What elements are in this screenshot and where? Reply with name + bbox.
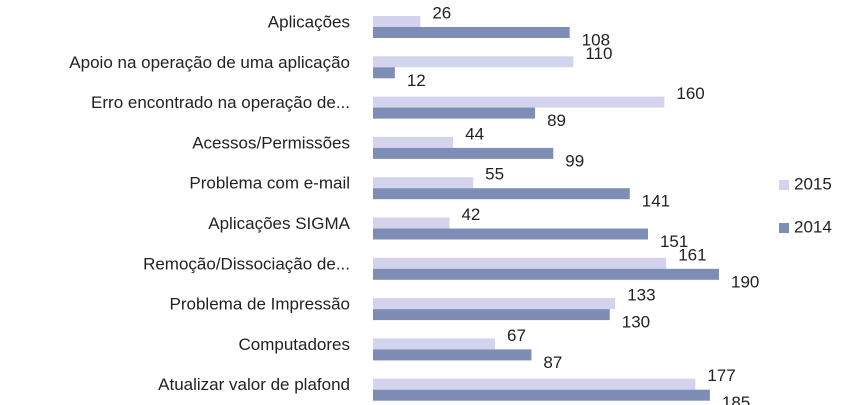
bar <box>373 177 474 189</box>
bar <box>373 389 710 401</box>
value-label: 151 <box>660 232 688 251</box>
bar <box>373 349 532 361</box>
value-label: 110 <box>585 44 612 63</box>
bar <box>373 378 696 390</box>
value-label: 161 <box>678 245 706 264</box>
category-label: Apoio na operação de uma aplicação <box>69 53 350 72</box>
bar <box>373 188 630 200</box>
value-label: 177 <box>707 366 735 385</box>
bar <box>373 338 496 350</box>
value-label: 26 <box>432 3 451 22</box>
value-label: 190 <box>731 272 759 291</box>
bar <box>373 228 648 240</box>
value-label: 108 <box>582 30 610 49</box>
value-label: 89 <box>547 111 566 130</box>
bar <box>373 27 570 38</box>
category-label: Aplicações <box>268 12 350 31</box>
bar <box>373 56 574 68</box>
legend-label: 2015 <box>794 174 832 193</box>
bar <box>373 16 421 27</box>
category-label: Problema com e-mail <box>189 174 350 193</box>
legend-label: 2014 <box>794 217 832 236</box>
category-label: Computadores <box>238 335 350 354</box>
bar <box>373 96 665 108</box>
value-label: 67 <box>507 326 526 345</box>
value-label: 55 <box>485 165 504 184</box>
bar <box>373 136 454 148</box>
value-label: 160 <box>676 84 704 103</box>
value-label: 130 <box>622 313 650 332</box>
bar <box>373 309 610 321</box>
bar <box>373 217 450 229</box>
value-label: 141 <box>642 192 670 211</box>
bar <box>373 298 616 310</box>
value-label: 99 <box>565 151 584 170</box>
legend-swatch <box>779 223 789 233</box>
category-label: Atualizar valor de plafond <box>158 375 350 394</box>
category-label: Erro encontrado na operação de... <box>91 93 350 112</box>
value-label: 133 <box>627 286 655 305</box>
bar <box>373 257 667 269</box>
bar <box>373 147 554 159</box>
category-label: Remoção/Dissociação de... <box>143 254 350 273</box>
value-label: 44 <box>465 124 484 143</box>
category-label: Problema de Impressão <box>170 295 350 314</box>
value-label: 12 <box>407 71 426 90</box>
legend-swatch <box>779 180 789 190</box>
bar <box>373 268 719 280</box>
bar <box>373 107 536 119</box>
value-label: 185 <box>722 393 750 405</box>
category-label: Acessos/Permissões <box>192 133 350 152</box>
value-label: 42 <box>461 205 480 224</box>
value-label: 87 <box>543 353 562 372</box>
category-label: Aplicações SIGMA <box>208 214 350 233</box>
bar <box>373 67 395 79</box>
